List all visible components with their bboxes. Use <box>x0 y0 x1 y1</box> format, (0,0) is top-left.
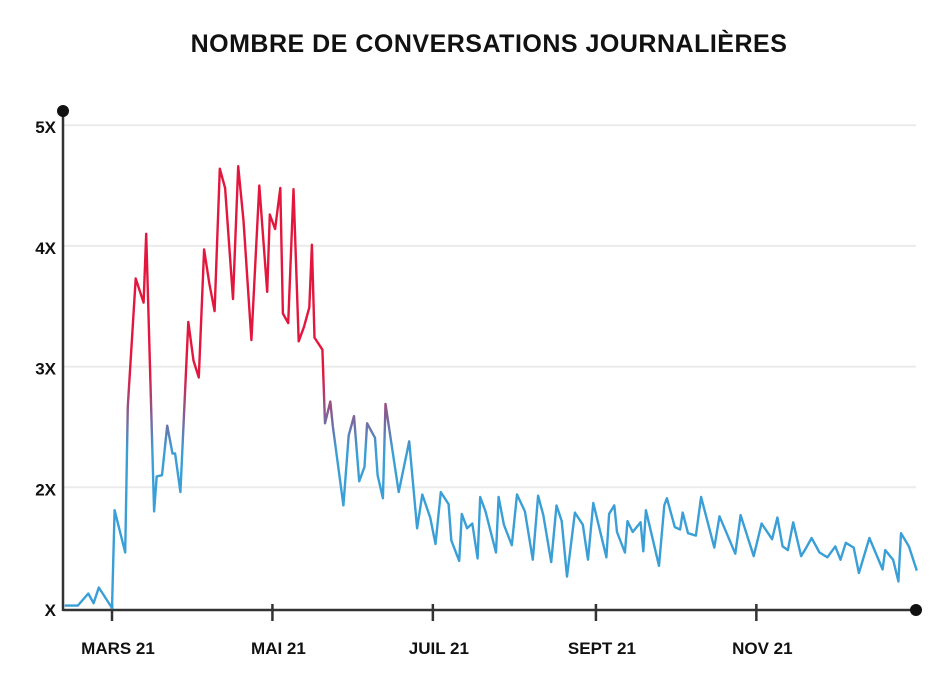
x-tick-label: NOV 21 <box>732 639 792 658</box>
series-line-conversations <box>64 165 918 610</box>
x-tick-label: SEPT 21 <box>568 639 636 658</box>
x-axis-end-dot <box>910 604 922 616</box>
chart-title: NOMBRE DE CONVERSATIONS JOURNALIÈRES <box>190 30 788 58</box>
y-tick-label: 5X <box>35 118 56 137</box>
gridlines <box>63 124 916 489</box>
y-axis-end-dot <box>57 105 69 117</box>
x-tick-label: MARS 21 <box>81 639 155 658</box>
y-tick-label: 2X <box>35 480 56 499</box>
y-axis-ticks: 5X 4X 3X 2X X <box>35 118 56 620</box>
y-tick-label: 4X <box>35 239 56 258</box>
x-tick-label: JUIL 21 <box>409 639 469 658</box>
x-tick-label: MAI 21 <box>251 639 306 658</box>
x-axis-ticks: MARS 21 MAI 21 JUIL 21 SEPT 21 NOV 21 <box>81 604 793 658</box>
axes <box>57 105 922 616</box>
y-tick-label: X <box>45 601 57 620</box>
y-tick-label: 3X <box>35 360 56 379</box>
